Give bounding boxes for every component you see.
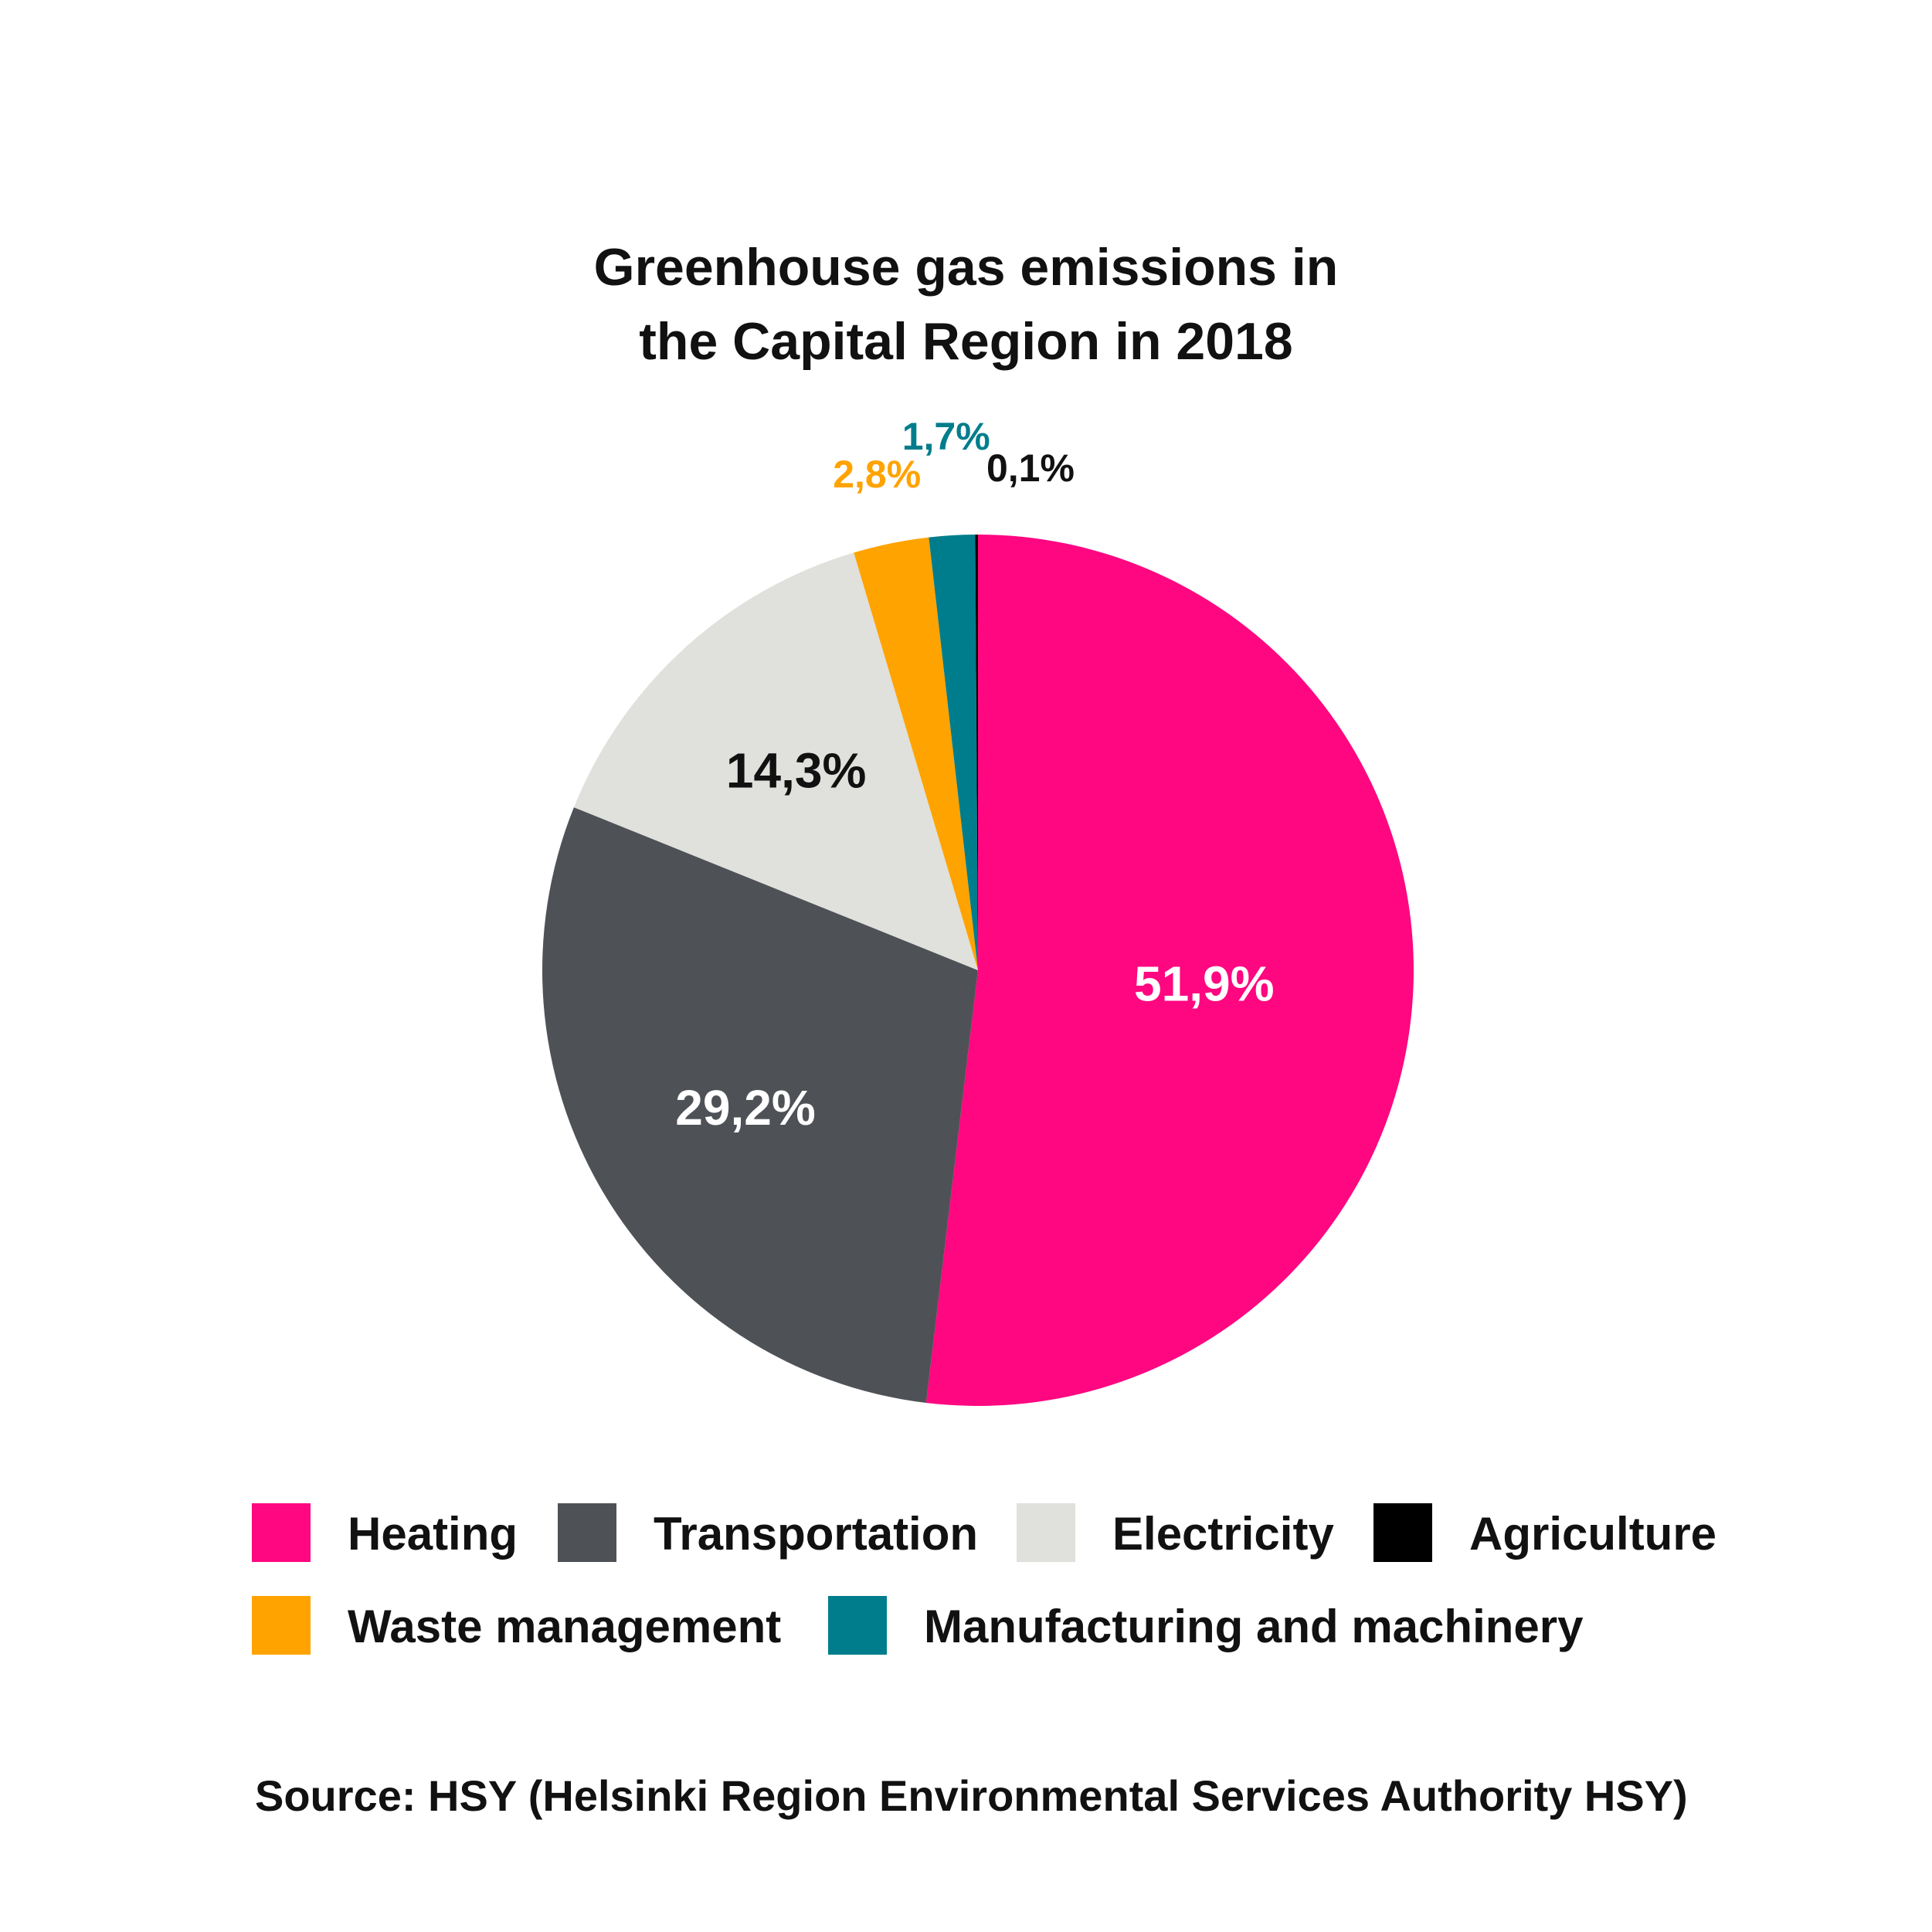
legend-label-electricity: Electricity (1112, 1508, 1334, 1560)
pie-label-electricity: 14,3% (726, 742, 866, 798)
pie-slice-waste-management (854, 537, 978, 970)
pie-label-heating: 51,9% (1134, 956, 1274, 1011)
pie-slice-heating (925, 535, 1414, 1406)
pie-slice-transportation (542, 807, 978, 1403)
legend-row-2: Waste management Manufacturing and machi… (252, 1596, 1758, 1658)
legend-label-transportation: Transportation (654, 1508, 979, 1560)
legend-swatch-heating (252, 1503, 311, 1562)
pie-slice-manufacturing-and-machinery (929, 535, 978, 970)
legend-swatch-manufacturing (828, 1596, 887, 1655)
legend-label-heating: Heating (348, 1508, 518, 1560)
pie-labels: 51,9% 29,2% 14,3% 2,8%1,7%0,1% (675, 415, 1274, 1136)
legend-swatch-electricity (1017, 1503, 1075, 1562)
chart-title-line-1: Greenhouse gas emissions in (593, 238, 1339, 297)
source-note: Source: HSY (Helsinki Region Environment… (255, 1771, 1688, 1820)
legend-label-agriculture: Agriculture (1469, 1508, 1717, 1560)
legend-label-manufacturing: Manufacturing and machinery (924, 1601, 1584, 1652)
pie-label-transportation: 29,2% (675, 1080, 815, 1136)
legend-swatch-agriculture (1373, 1503, 1432, 1562)
legend-swatch-waste-management (252, 1596, 311, 1655)
pie-slices (542, 535, 1414, 1406)
pie-label-manufacturing-and-machinery: 1,7% (902, 415, 990, 458)
legend-swatch-transportation (558, 1503, 616, 1562)
chart-title: Greenhouse gas emissions in the Capital … (0, 230, 1932, 379)
pie-slice-electricity (573, 552, 978, 970)
pie-slice-agriculture (975, 535, 978, 970)
pie-label-waste-management: 2,8% (833, 453, 921, 496)
pie-label-agriculture: 0,1% (986, 446, 1075, 490)
legend-label-waste-management: Waste management (348, 1601, 782, 1652)
chart-title-line-2: the Capital Region in 2018 (639, 312, 1293, 371)
legend-row-1: Heating Transportation Electricity Agric… (252, 1503, 1758, 1565)
